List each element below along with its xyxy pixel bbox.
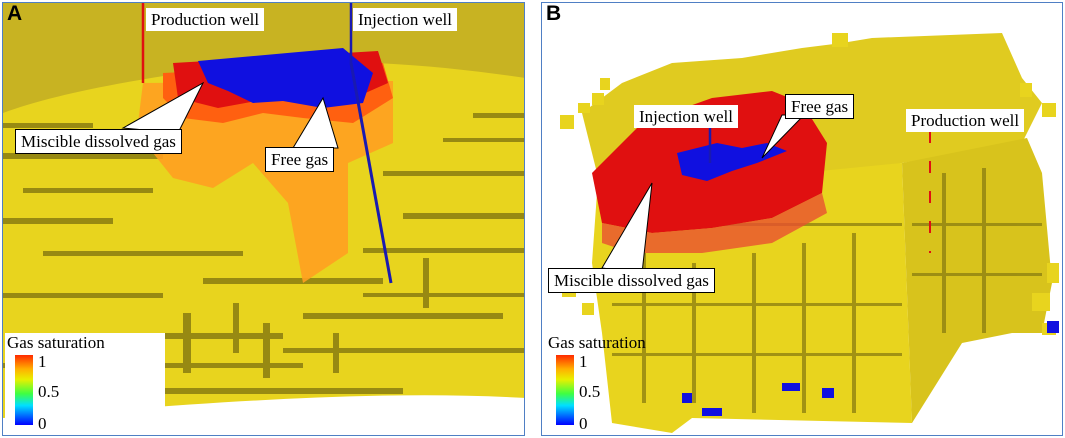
legend-tick-a-05: 0.5 xyxy=(38,382,60,401)
legend-tick-b-0: 0 xyxy=(579,414,588,433)
bottom-blue-blocks-b xyxy=(682,321,1059,416)
label-free-gas-a: Free gas xyxy=(265,147,335,172)
label-injection-well-b: Injection well xyxy=(634,105,738,128)
free-gas-zone-b xyxy=(677,143,787,181)
label-free-gas-b: Free gas xyxy=(785,94,855,119)
legend-tick-b-05: 0.5 xyxy=(579,382,601,401)
reservoir-right-face-b xyxy=(902,138,1052,423)
label-miscible-dissolved-gas-a: Miscible dissolved gas xyxy=(15,129,182,154)
legend-tick-a-0: 0 xyxy=(38,414,47,433)
legend-tick-b-1: 1 xyxy=(579,352,588,371)
reservoir-model-a xyxy=(3,3,524,435)
label-miscible-dissolved-gas-b: Miscible dissolved gas xyxy=(548,268,715,293)
free-gas-zone xyxy=(198,48,373,108)
label-production-well-a: Production well xyxy=(146,8,265,31)
layer-shadows xyxy=(3,113,524,394)
legend-tick-a-1: 1 xyxy=(38,352,47,371)
panel-b: B Injection well Free gas Production wel… xyxy=(541,2,1063,436)
label-production-well-b: Production well xyxy=(906,109,1025,132)
dissolved-gas-fringe-b xyxy=(602,193,827,253)
panel-a: A Production well Injection well Miscibl… xyxy=(2,2,525,436)
label-injection-well-a: Injection well xyxy=(353,8,457,31)
legend-colorbar-b xyxy=(556,355,574,425)
legend-title-a: Gas saturation xyxy=(7,333,105,352)
legend-b: Gas saturation 1 0.5 0 xyxy=(546,333,676,433)
panel-letter-a: A xyxy=(7,2,23,25)
reservoir-body xyxy=(3,13,524,435)
injection-well-a-deviated xyxy=(349,62,393,284)
panel-letter-b: B xyxy=(546,2,562,25)
legend-title-b: Gas saturation xyxy=(548,333,646,352)
legend-colorbar-a xyxy=(15,355,33,425)
legend-a: Gas saturation 1 0.5 0 xyxy=(5,333,165,435)
